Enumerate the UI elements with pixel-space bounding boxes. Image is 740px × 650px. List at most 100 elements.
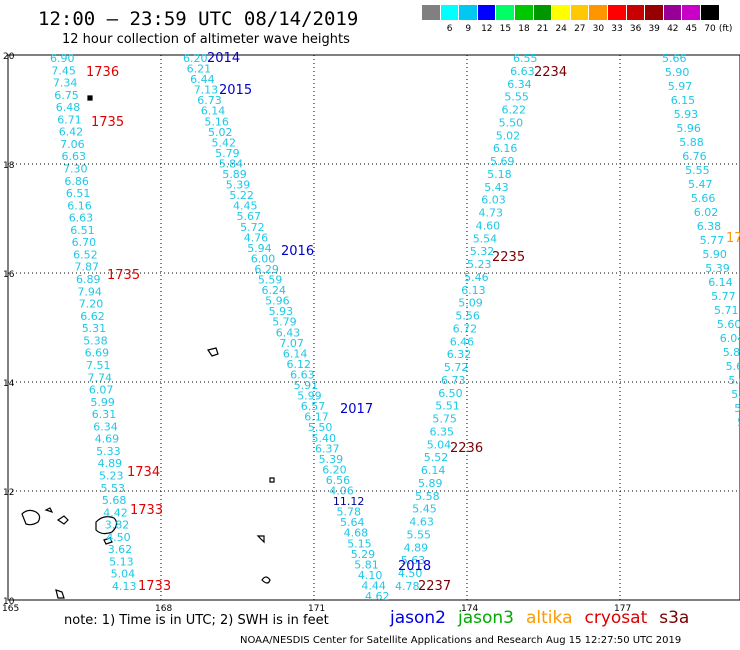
wave-height-value: 5.58 (415, 490, 440, 503)
wave-height-value: 4.62 (365, 590, 390, 603)
wave-height-value: 6.24 (262, 284, 287, 297)
wave-height-value: 6.14 (421, 464, 446, 477)
lon-tick-label: 171 (308, 604, 325, 614)
wave-height-value: 5.93 (269, 305, 294, 318)
wave-height-value: 4.60 (476, 219, 501, 232)
legend-swatch (701, 5, 719, 20)
wave-height-value: 5.54 (473, 232, 498, 245)
wave-height-value: 5.75 (432, 413, 457, 426)
legend-swatch (608, 5, 626, 20)
wave-height-value: 6.13 (461, 284, 486, 297)
wave-height-value: 4.68 (344, 527, 369, 540)
legend-label: 18 (518, 24, 530, 34)
wave-height-value: 7.07 (279, 337, 304, 350)
wave-height-value: 6.46 (450, 335, 475, 348)
wave-height-value: 5.84 (723, 346, 740, 359)
wave-height-value: 6.63 (290, 369, 315, 382)
island-coastlines (21, 95, 275, 599)
wave-height-value: 6.21 (187, 63, 212, 76)
wave-height-value: 11.12 (333, 495, 365, 508)
wave-height-value: 5.63 (401, 554, 426, 567)
legend-swatch (663, 5, 682, 20)
legend-swatch (589, 5, 607, 20)
legend-swatch (626, 5, 645, 20)
wave-height-value: 5.81 (354, 558, 379, 571)
pass-time-label: 2017 (340, 402, 373, 417)
wave-height-value: 6.42 (59, 126, 83, 139)
wave-height-value: 7.87 (75, 261, 100, 274)
wave-height-value: 4.06 (329, 485, 354, 498)
legend-unit: (ft) (718, 24, 733, 34)
wave-height-value: 4.45 (233, 200, 258, 213)
wave-height-value: 5.51 (435, 400, 460, 413)
wave-height-value: 5.66 (662, 52, 687, 65)
wave-height-value: 6.37 (315, 442, 340, 455)
wave-height-value: 5.71 (714, 304, 739, 317)
wave-height-value: 6.48 (56, 101, 81, 114)
wave-height-value: 6.71 (57, 113, 81, 126)
wave-height-value: 5.23 (99, 470, 124, 483)
satellite-name: s3a (659, 608, 690, 628)
wave-height-value: 4.50 (106, 531, 131, 544)
wave-height-value: 5.90 (665, 66, 690, 79)
wave-height-value: 6.34 (93, 420, 118, 433)
legend-label: 33 (611, 24, 623, 34)
pass-time-label: 1735 (107, 268, 140, 283)
wave-height-value: 5.52 (424, 451, 449, 464)
wave-height-value: 6.57 (301, 400, 326, 413)
wave-height-value: 5.84 (219, 158, 244, 171)
wave-height-value: 6.32 (447, 348, 472, 361)
wave-height-value: 5.04 (427, 438, 452, 451)
wave-height-value: 5.02 (496, 129, 521, 142)
legend-label: 9 (465, 24, 472, 34)
wave-height-value: 4.42 (103, 506, 128, 519)
satellite-name: altika (526, 608, 573, 628)
satellite-name: jason3 (458, 608, 514, 628)
legend-label: 39 (648, 24, 660, 34)
wave-height-value: 6.20 (183, 52, 208, 65)
wave-height-value: 6.63 (62, 150, 87, 163)
pass-time-label: 1734 (127, 465, 160, 480)
wave-height-value: 4.73 (479, 207, 504, 220)
wave-height-value: 6.69 (85, 347, 110, 360)
wave-height-value: 6.86 (64, 175, 89, 188)
wave-height-value: 5.68 (102, 494, 127, 507)
legend-swatch (570, 5, 589, 20)
wave-height-value: 6.72 (453, 322, 478, 335)
lon-tick-label: 174 (461, 604, 478, 614)
legend-swatch (682, 5, 700, 20)
wave-height-value: 6.02 (694, 206, 719, 219)
wave-height-value: 5.43 (484, 181, 509, 194)
wave-height-value: 7.94 (77, 285, 102, 298)
wave-height-value: 5.77 (700, 234, 725, 247)
wave-height-value: 6.00 (251, 252, 275, 265)
wave-height-value: 5.2 (737, 416, 740, 429)
legend-swatch (422, 5, 440, 20)
wave-height-value: 5.66 (691, 192, 716, 205)
lat-tick-label: 10 (3, 597, 15, 607)
pass-time-label: 1733 (138, 579, 171, 594)
wave-height-value: 5.47 (688, 178, 713, 191)
wave-height-value: 6.63 (510, 65, 534, 78)
wave-height-value: 4.63 (409, 516, 434, 529)
wave-height-value: 4.89 (404, 541, 429, 554)
wave-height-value: 6.43 (276, 326, 301, 339)
wave-height-value: 4.76 (244, 231, 269, 244)
wave-height-value: 6.63 (69, 212, 94, 225)
wave-height-value: 5.38 (83, 334, 108, 347)
wave-height-value: 4.89 (98, 457, 123, 470)
wave-height-value: 6.15 (671, 94, 696, 107)
wave-height-value: 5.18 (487, 168, 512, 181)
legend-swatch (645, 5, 663, 20)
wave-height-value: 5.39 (319, 453, 344, 466)
pass-time-labels: 2014 2015 2016 2017 2018 1736 1735 1735 1734 1733… (86, 51, 740, 594)
lat-tick-label: 14 (3, 379, 15, 389)
wave-height-value: 4.13 (112, 580, 137, 593)
wave-height-value: 6.44 (190, 73, 215, 86)
pass-time-label: 2016 (281, 244, 314, 259)
wave-height-value: 5.46 (464, 271, 489, 284)
wave-height-value: 6.16 (67, 199, 92, 212)
wave-height-value: 7.51 (86, 359, 111, 372)
